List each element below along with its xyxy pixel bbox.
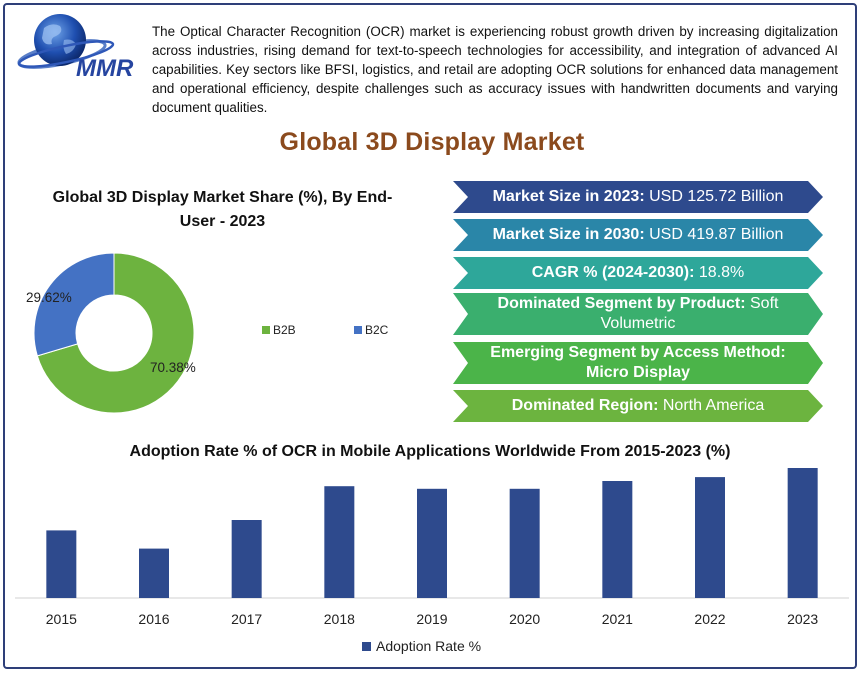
x-tick-label-2020: 2020 xyxy=(509,611,540,627)
legend-swatch-b2c xyxy=(354,326,362,334)
logo-text: MMR xyxy=(76,55,134,82)
legend-label-b2b: B2B xyxy=(273,323,296,337)
x-tick-label-2023: 2023 xyxy=(787,611,818,627)
donut-label-b2c: 29.62% xyxy=(26,290,72,305)
fact-dominated-segment-product: Dominated Segment by Product: Soft Volum… xyxy=(453,293,823,335)
legend-swatch-b2b xyxy=(262,326,270,334)
x-tick-label-2021: 2021 xyxy=(602,611,633,627)
x-tick-label-2017: 2017 xyxy=(231,611,262,627)
fact-emerging-segment-access: Emerging Segment by Access Method: Micro … xyxy=(453,342,823,384)
bar-2017 xyxy=(231,520,262,598)
donut-slice-b2b xyxy=(36,252,195,414)
bar-2023 xyxy=(787,468,818,598)
x-tick-label-2022: 2022 xyxy=(694,611,725,627)
intro-paragraph: The Optical Character Recognition (OCR) … xyxy=(152,24,838,115)
fact-value: 18.8% xyxy=(694,264,745,281)
fact-value: Soft Volumetric xyxy=(600,295,779,332)
x-tick-label-2016: 2016 xyxy=(138,611,169,627)
donut-chart xyxy=(33,252,195,414)
bar-2019 xyxy=(417,488,447,598)
bar-chart-title: Adoption Rate % of OCR in Mobile Applica… xyxy=(129,443,731,460)
legend-item-b2c: B2C xyxy=(354,323,388,337)
fact-cagr: CAGR % (2024-2030): 18.8% xyxy=(453,257,823,289)
fact-value: USD 125.72 Billion xyxy=(644,188,784,205)
donut-slice-b2c xyxy=(33,252,115,357)
fact-market-size-2030: Market Size in 2030: USD 419.87 Billion xyxy=(453,219,823,251)
mmr-logo: MMR xyxy=(17,14,134,82)
fact-label: Market Size in 2030: xyxy=(492,226,645,243)
bar-2015 xyxy=(46,530,77,598)
bar-chart: 2015 2016 2017 2018 2019 2020 2021 2022 2023 xyxy=(15,468,849,627)
fact-value: North America xyxy=(658,397,765,414)
infographic-frame xyxy=(3,3,857,669)
bar-legend-swatch xyxy=(362,641,371,651)
fact-label: Market Size in 2023: xyxy=(492,188,645,205)
fact-value: Micro Display xyxy=(585,364,691,381)
x-tick-label-2015: 2015 xyxy=(46,611,77,627)
donut-chart-title: Global 3D Display Market Share (%), By E… xyxy=(52,189,393,230)
fact-dominated-region: Dominated Region: North America xyxy=(453,390,823,422)
bar-2016 xyxy=(139,548,169,598)
donut-label-b2b: 70.38% xyxy=(150,360,196,375)
bar-2018 xyxy=(324,486,355,598)
fact-label: Dominated Region: xyxy=(511,397,659,414)
fact-label: Emerging Segment by Access Method: xyxy=(490,344,786,361)
bar-2020 xyxy=(509,488,540,598)
fact-value: USD 419.87 Billion xyxy=(644,226,784,243)
bar-2021 xyxy=(602,481,633,598)
fact-label: Dominated Segment by Product: xyxy=(497,295,746,312)
bar-2022 xyxy=(695,477,725,598)
x-tick-label-2019: 2019 xyxy=(416,611,447,627)
fact-label: CAGR % (2024-2030): xyxy=(531,264,695,281)
x-tick-label-2018: 2018 xyxy=(324,611,355,627)
bar-legend-label: Adoption Rate % xyxy=(376,638,482,654)
legend-item-b2b: B2B xyxy=(262,323,296,337)
page-title: Global 3D Display Market xyxy=(279,128,585,156)
bar-legend: Adoption Rate % xyxy=(362,638,481,654)
legend-label-b2c: B2C xyxy=(365,323,389,337)
fact-market-size-2023: Market Size in 2023: USD 125.72 Billion xyxy=(453,181,823,213)
